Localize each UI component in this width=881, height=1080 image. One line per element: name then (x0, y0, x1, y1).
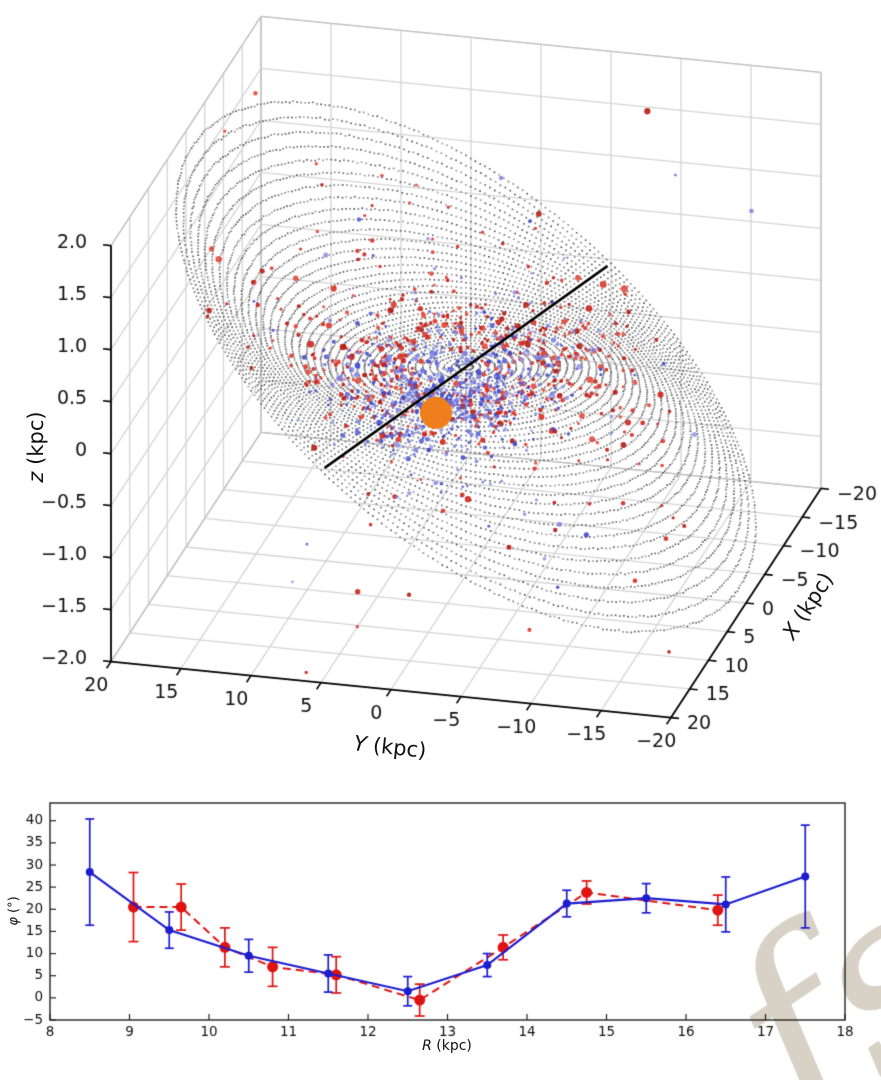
r-axis-label: R (kpc) (422, 1038, 472, 1054)
phi-axis-var: φ (6, 917, 22, 926)
z-axis-unit: (kpc) (24, 411, 48, 472)
tilt-angle-plot-canvas (0, 795, 881, 1080)
phi-axis-unit: (°) (6, 896, 22, 918)
phi-axis-label: φ (°) (7, 896, 22, 925)
r-axis-var: R (422, 1038, 432, 1054)
warp-3d-plot-canvas (0, 0, 881, 795)
r-axis-unit: (kpc) (431, 1038, 472, 1054)
z-axis-var: z (24, 471, 48, 483)
z-axis-label: z (kpc) (24, 411, 48, 482)
